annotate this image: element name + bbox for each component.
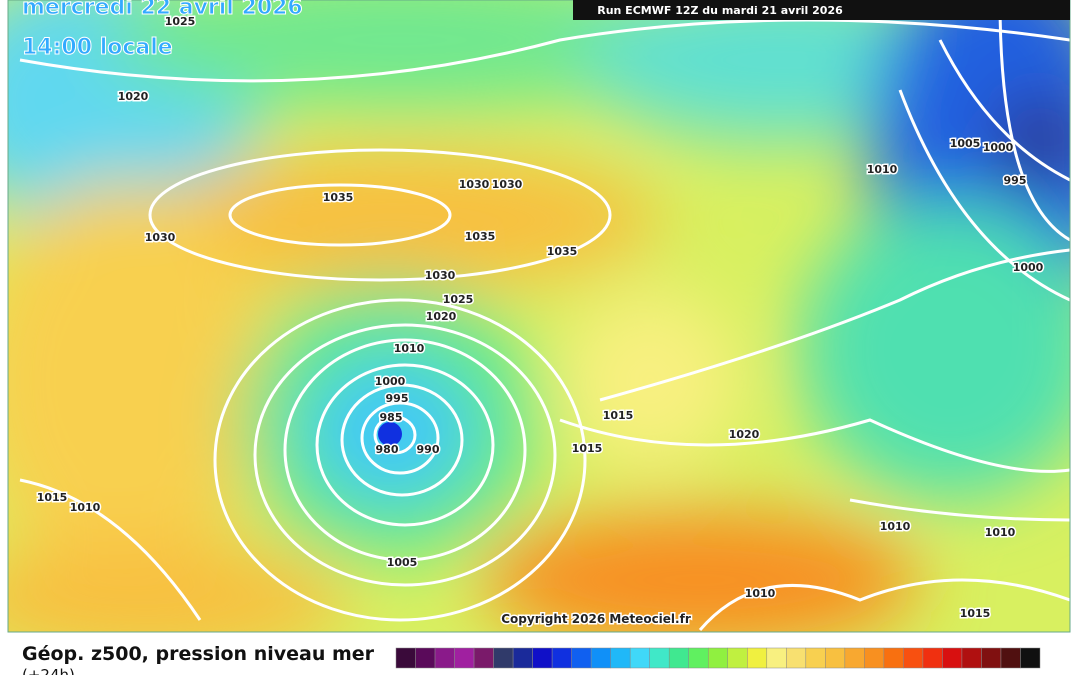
isobar-label: 1010	[70, 501, 101, 514]
isobars	[19, 0, 1070, 631]
isobar-label: 1020	[729, 428, 760, 441]
isobar-label: 985	[380, 411, 403, 424]
local-time: 14:00 locale	[22, 35, 173, 60]
colorbar-swatch	[766, 647, 787, 669]
colorbar-swatch	[668, 647, 689, 669]
colorbar-swatch	[942, 647, 963, 669]
colorbar-swatch	[805, 647, 826, 669]
isobar-label: 1020	[118, 90, 149, 103]
isobar-label: 1010	[867, 163, 898, 176]
isobar-label: 1000	[983, 141, 1014, 154]
isobar-label: 1035	[323, 191, 354, 204]
isobar-label: 1010	[745, 587, 776, 600]
colorbar-swatch	[883, 647, 904, 669]
colorbar-swatch	[434, 647, 455, 669]
isobar-label: 1015	[960, 607, 991, 620]
isobar-label: 1035	[465, 230, 496, 243]
colorbar-swatch	[727, 647, 748, 669]
colorbar-swatch	[590, 647, 611, 669]
colorbar-swatch	[551, 647, 572, 669]
colorbar-swatch	[844, 647, 865, 669]
isobar-label: 995	[386, 392, 409, 405]
isobar-label: 995	[1004, 174, 1027, 187]
isobar-label: 1030	[492, 178, 523, 191]
colorbar-swatch	[688, 647, 709, 669]
isobar-label: 1020	[426, 310, 457, 323]
colorbar-swatch	[415, 647, 436, 669]
isobar-label: 1010	[394, 342, 425, 355]
colorbar-swatch	[1000, 647, 1021, 669]
colorbar-swatch	[629, 647, 650, 669]
isobar-label: 1000	[375, 375, 406, 388]
colorbar	[395, 647, 1041, 669]
isobar-label: 1030	[145, 231, 176, 244]
colorbar-swatch	[825, 647, 846, 669]
colorbar-swatch	[454, 647, 475, 669]
colorbar-swatch	[864, 647, 885, 669]
isobar-label: 1015	[37, 491, 68, 504]
colorbar-swatch	[961, 647, 982, 669]
isobar-label: 1005	[950, 137, 981, 150]
isobar-label: 1025	[443, 293, 474, 306]
isobar-label: 1010	[985, 526, 1016, 539]
isobar-label: 1025	[165, 15, 196, 28]
colorbar-swatch	[571, 647, 592, 669]
isobar-label: 990	[417, 443, 440, 456]
colorbar-swatch	[649, 647, 670, 669]
colorbar-swatch	[747, 647, 768, 669]
colorbar-swatch	[610, 647, 631, 669]
footer-title: Géop. z500, pression niveau mer	[22, 643, 375, 665]
isobar-label: 980	[376, 443, 399, 456]
colorbar-swatch	[922, 647, 943, 669]
colorbar-swatch	[1020, 647, 1041, 669]
colorbar-swatch	[473, 647, 494, 669]
isobar-label: 1015	[572, 442, 603, 455]
colorbar-swatch	[532, 647, 553, 669]
copyright: Copyright 2026 Meteociel.fr	[501, 612, 691, 626]
isobar-label: 1005	[387, 556, 418, 569]
isobar-label: 1015	[603, 409, 634, 422]
colorbar-swatch	[786, 647, 807, 669]
colorbar-swatch	[493, 647, 514, 669]
isobar-label: 1030	[459, 178, 490, 191]
run-info: Run ECMWF 12Z du mardi 21 avril 2026	[597, 4, 843, 17]
isobar-label: 1000	[1013, 261, 1044, 274]
colorbar-swatch	[707, 647, 729, 669]
colorbar-swatch	[512, 647, 533, 669]
colorbar-swatch	[903, 647, 924, 669]
isobar-label: 1010	[880, 520, 911, 533]
footer-subtitle: (+24h)	[22, 666, 75, 675]
date-title: mercredi 22 avril 2026	[22, 0, 303, 20]
isobar-label: 1035	[547, 245, 578, 258]
isobar-label: 1030	[425, 269, 456, 282]
run-box	[573, 0, 1070, 20]
colorbar-swatch	[395, 647, 416, 669]
colorbar-swatch	[981, 647, 1002, 669]
